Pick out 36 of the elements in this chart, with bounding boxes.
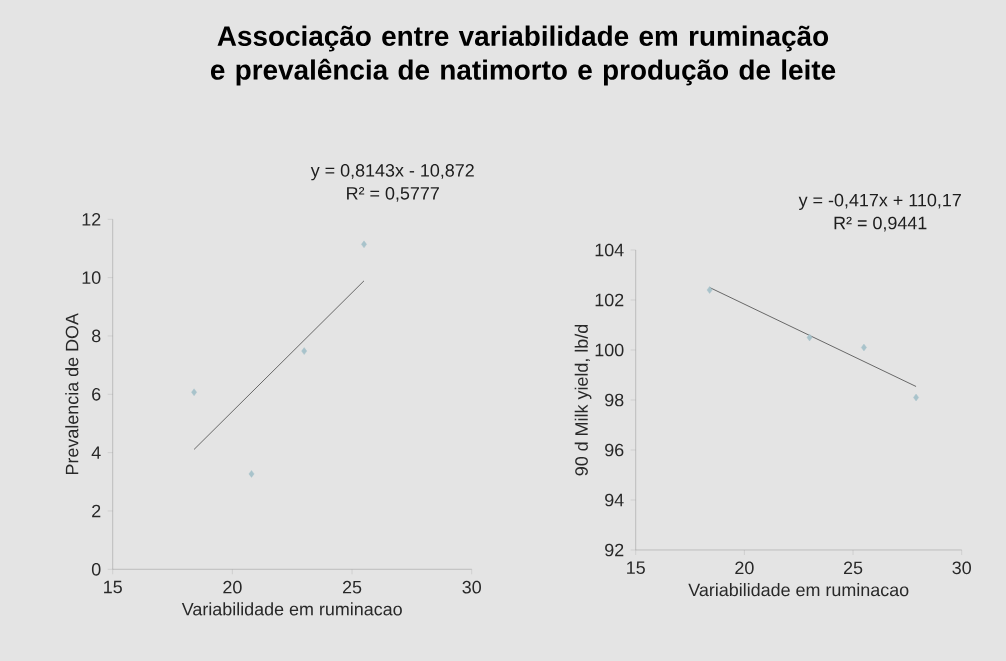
point xyxy=(248,470,255,478)
x-tick-label: 25 xyxy=(843,561,863,575)
x-tick-label: 20 xyxy=(223,580,242,594)
y-tick-label: 100 xyxy=(595,343,624,357)
x-axis-title: Variabilidade em ruminacao xyxy=(688,583,909,597)
text: R² = 0,5777 xyxy=(347,186,439,202)
y-tick-label: 102 xyxy=(595,293,624,307)
y-tick-label: 0 xyxy=(91,562,101,576)
y-tick-label: 98 xyxy=(605,393,624,407)
text: R² = 0,9441 xyxy=(834,216,927,232)
chart-title: Associação entre variabilidade em ruminação e prevalência de natimorto e produção de leite xyxy=(210,25,836,86)
point xyxy=(806,333,813,342)
y-tick-label: 6 xyxy=(92,387,101,401)
y-tick-label: 12 xyxy=(82,213,101,226)
x-tick-label: 25 xyxy=(342,580,362,594)
point xyxy=(706,286,713,294)
y-tick-label: 92 xyxy=(605,543,624,557)
y-tick-label: 96 xyxy=(605,443,624,457)
text: y = 0,8143x - 10,872 xyxy=(310,164,474,181)
x-tick-label: 15 xyxy=(104,580,122,594)
point xyxy=(301,347,307,355)
x-tick-label: 15 xyxy=(627,561,645,575)
text: y = -0,417x + 110,17 xyxy=(798,193,961,210)
point xyxy=(191,388,197,396)
x-axis-title: Variabilidade em ruminacao xyxy=(181,602,402,616)
y-axis-title: 90 d Milk yield, lb/d xyxy=(574,324,592,476)
y-tick-label: 10 xyxy=(82,271,101,284)
x-tick-label: 20 xyxy=(735,561,754,575)
y-tick-label: 8 xyxy=(92,329,101,343)
y-tick-label: 104 xyxy=(595,243,624,257)
y-axis-title: Prevalencia de DOA xyxy=(65,313,79,475)
y-tick-label: 2 xyxy=(92,504,101,518)
x-tick-label: 30 xyxy=(952,561,971,575)
x-tick-label: 30 xyxy=(462,580,481,594)
y-tick-label: 94 xyxy=(605,493,624,507)
y-tick-label: 4 xyxy=(91,446,101,459)
